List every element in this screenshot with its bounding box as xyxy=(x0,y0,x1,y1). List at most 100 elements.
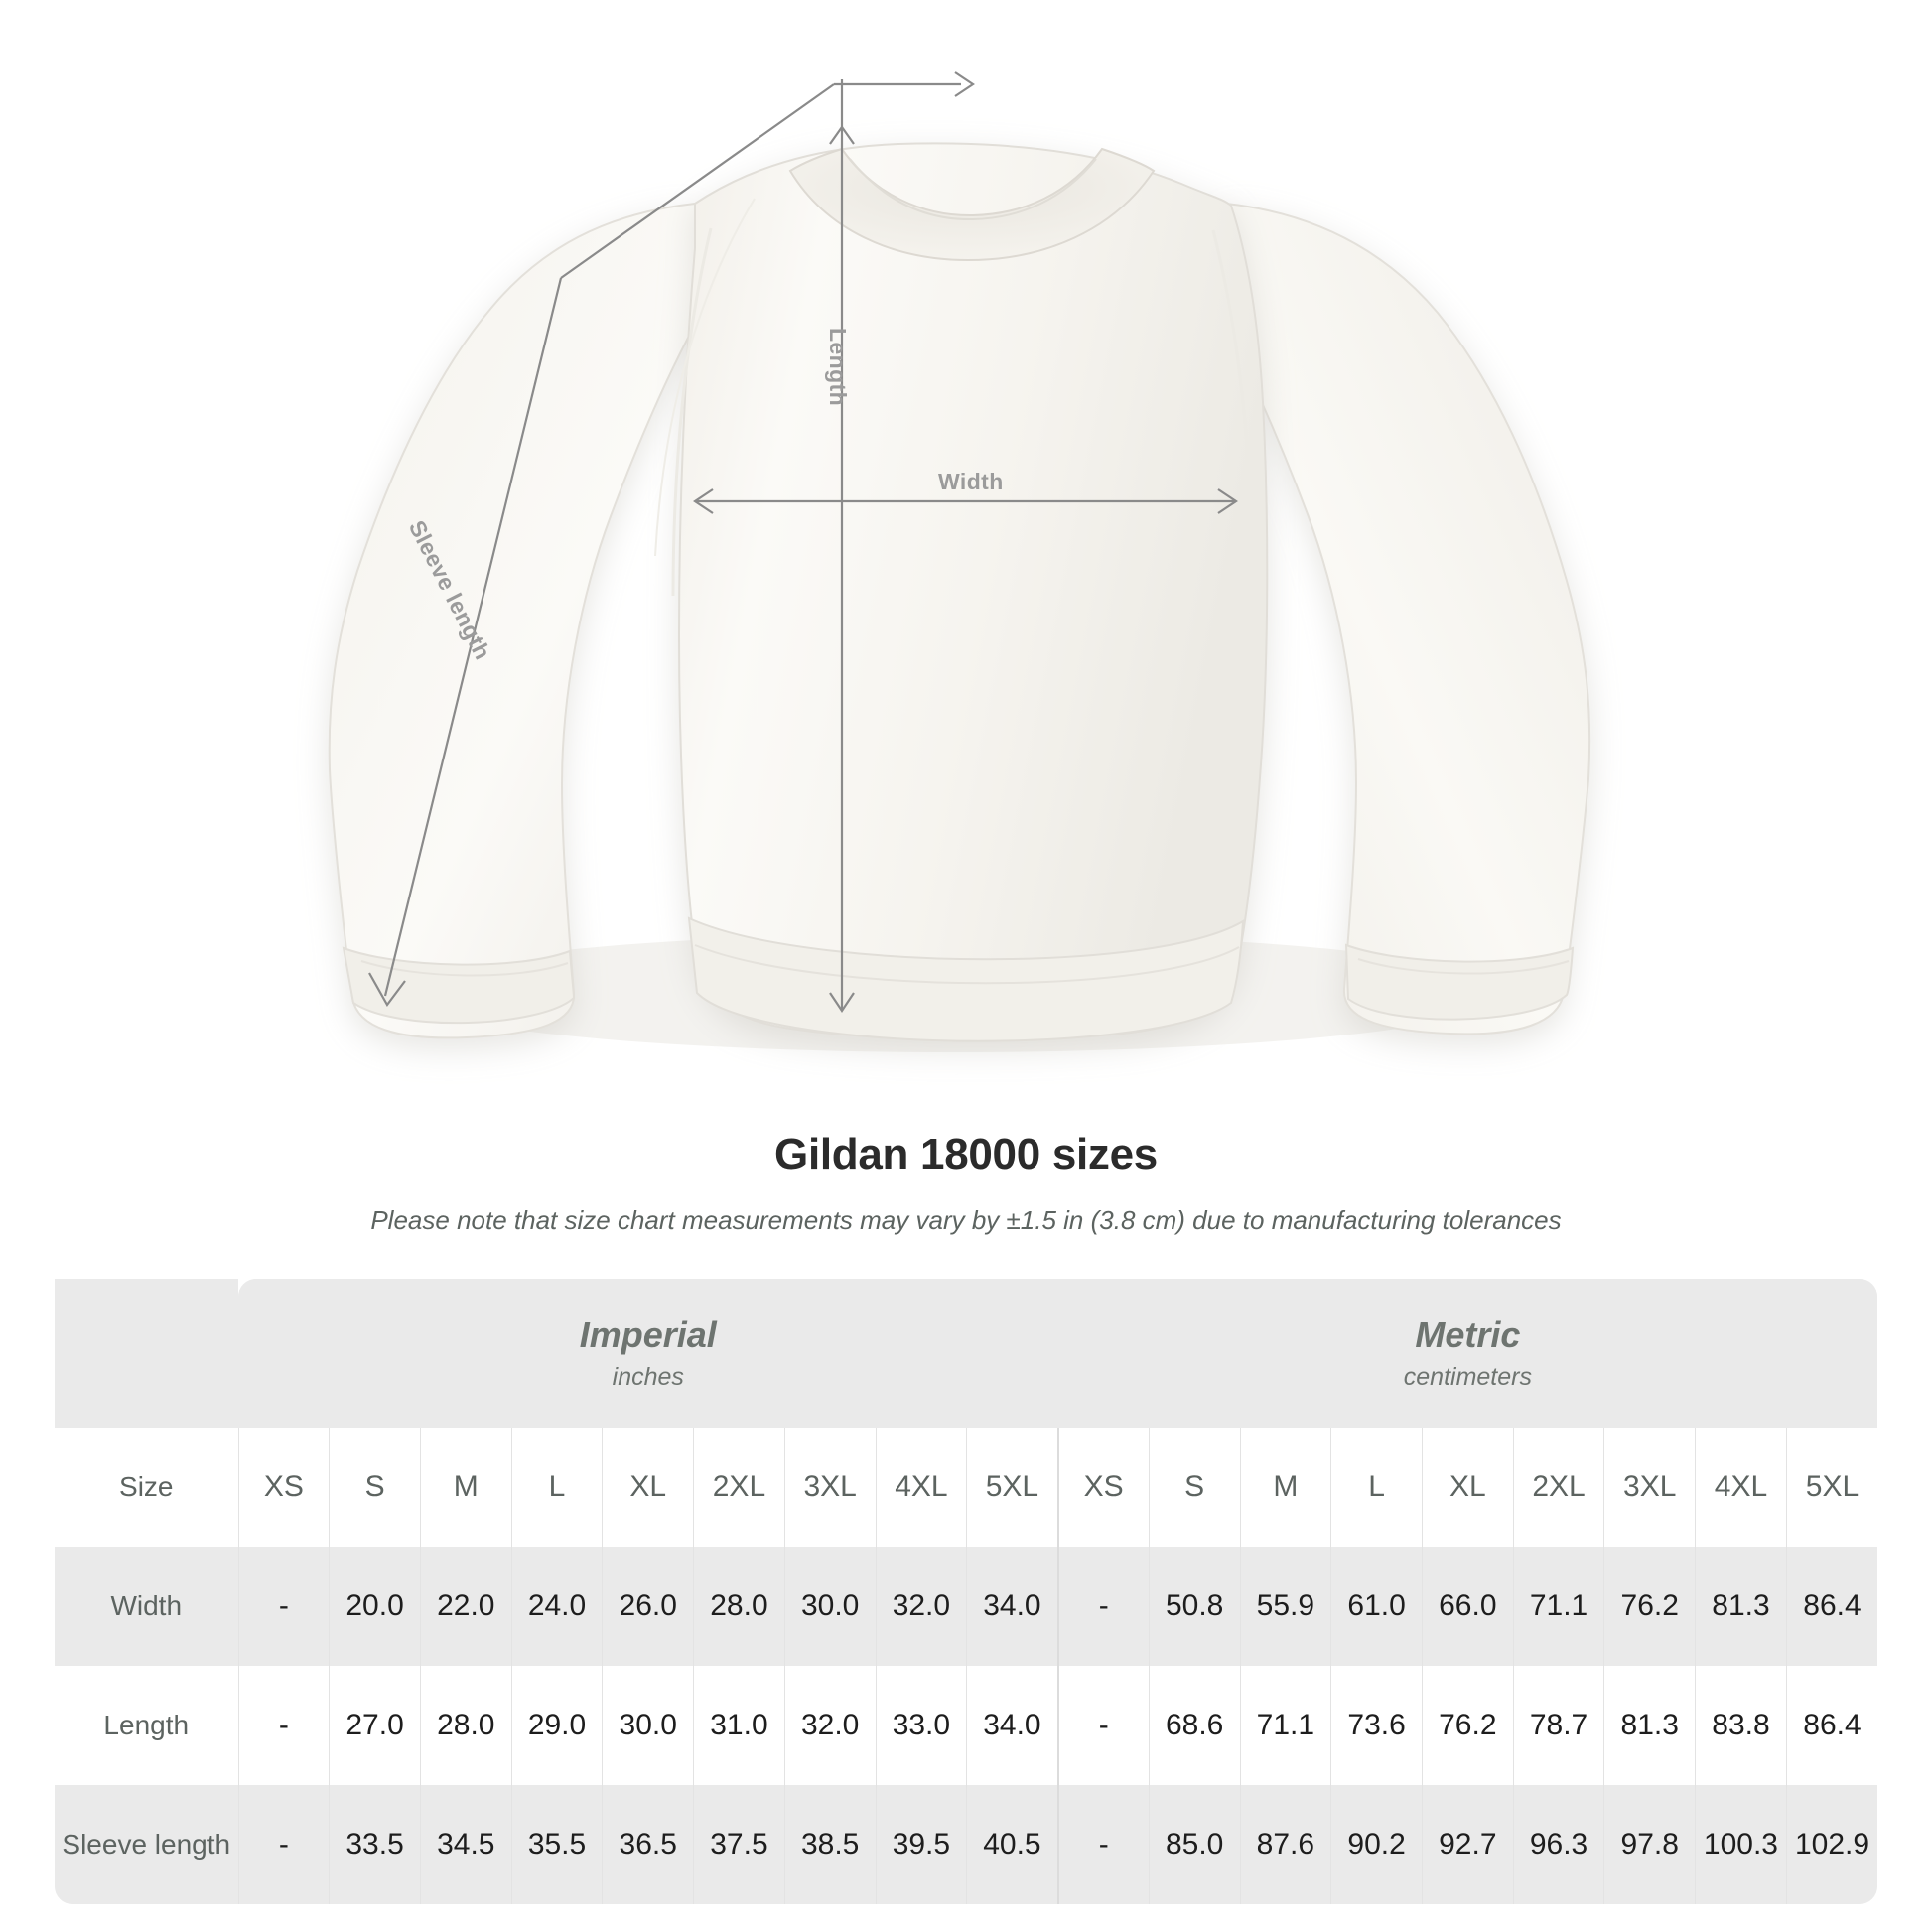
cell-width-metric-2xl: 71.1 xyxy=(1512,1547,1604,1666)
collar xyxy=(788,147,1156,262)
cell-length-metric-4xl: 83.8 xyxy=(1695,1666,1787,1785)
cell-sleeve-length-metric-l: 90.2 xyxy=(1330,1785,1423,1904)
left-cuff xyxy=(342,946,576,1025)
page-title: Gildan 18000 sizes xyxy=(774,1130,1158,1178)
column-header-imperial-2xl: 2XL xyxy=(693,1428,785,1547)
column-header-imperial-m: M xyxy=(419,1428,512,1547)
size-chart-table: Imperial inches Metric centimeters Size XS S M L… xyxy=(55,1279,1878,1904)
right-shoulder-seam xyxy=(1211,229,1255,599)
row-label-width: Width xyxy=(110,1590,183,1621)
column-header-metric-m: M xyxy=(1239,1428,1331,1547)
row-label-sleeve-length: Sleeve length xyxy=(62,1829,231,1860)
sleeve-guide-diagonal-lower xyxy=(383,277,563,997)
cell-width-metric-m: 55.9 xyxy=(1239,1547,1331,1666)
unit-group-subtitle: inches xyxy=(612,1363,684,1392)
column-header-imperial-xs: XS xyxy=(237,1428,330,1547)
unit-group-name: Imperial xyxy=(579,1313,717,1355)
cell-width-imperial-s: 20.0 xyxy=(329,1547,421,1666)
cell-sleeve-length-metric-s: 85.0 xyxy=(1148,1785,1241,1904)
cell-length-imperial-xs: - xyxy=(237,1666,330,1785)
cell-sleeve-length-imperial-3xl: 38.5 xyxy=(783,1785,877,1904)
cell-length-imperial-5xl: 34.0 xyxy=(966,1666,1058,1785)
bottom-hem xyxy=(687,916,1245,1042)
cell-sleeve-length-metric-4xl: 100.3 xyxy=(1695,1785,1787,1904)
sleeve-guide-diagonal-upper xyxy=(560,83,835,279)
cell-length-metric-2xl: 78.7 xyxy=(1512,1666,1604,1785)
column-header-metric-xl: XL xyxy=(1421,1428,1514,1547)
collar-inner-seam xyxy=(849,158,1097,221)
body xyxy=(677,142,1269,1040)
cell-width-imperial-2xl: 28.0 xyxy=(693,1547,785,1666)
cell-sleeve-length-metric-xl: 92.7 xyxy=(1421,1785,1514,1904)
row-label-length: Length xyxy=(103,1710,190,1740)
column-header-metric-xs: XS xyxy=(1056,1428,1150,1547)
cell-sleeve-length-imperial-4xl: 39.5 xyxy=(875,1785,967,1904)
unit-group-subtitle: centimeters xyxy=(1403,1363,1532,1392)
cell-width-metric-5xl: 86.4 xyxy=(1785,1547,1878,1666)
cell-length-imperial-xl: 30.0 xyxy=(602,1666,694,1785)
cell-width-metric-s: 50.8 xyxy=(1148,1547,1241,1666)
cell-length-imperial-4xl: 33.0 xyxy=(875,1666,967,1785)
length-arrow-top xyxy=(829,125,855,145)
column-header-imperial-s: S xyxy=(329,1428,421,1547)
cell-sleeve-length-metric-m: 87.6 xyxy=(1239,1785,1331,1904)
length-measurement-label: Length xyxy=(825,328,851,407)
column-header-imperial-5xl: 5XL xyxy=(966,1428,1058,1547)
left-shoulder-seam xyxy=(671,227,713,597)
cell-length-imperial-3xl: 32.0 xyxy=(783,1666,877,1785)
cell-sleeve-length-imperial-l: 35.5 xyxy=(510,1785,603,1904)
table-row: Width -20.0 22.0 24.0 26.0 28.0 30.0 32.0 34.0-5… xyxy=(55,1547,1878,1666)
right-cuff-ribbing xyxy=(1357,958,1570,975)
width-arrow-left xyxy=(693,488,714,514)
unit-row-spacer xyxy=(55,1279,238,1428)
tolerance-note: Please note that size chart measurements… xyxy=(370,1205,1562,1235)
cell-length-imperial-s: 27.0 xyxy=(329,1666,421,1785)
title-block: Gildan 18000 sizes Please note that size… xyxy=(0,1130,1932,1236)
width-arrow-right xyxy=(1217,488,1238,514)
cell-length-metric-xl: 76.2 xyxy=(1421,1666,1514,1785)
column-header-imperial-xl: XL xyxy=(602,1428,694,1547)
table-row: Sleeve length -33.5 34.5 35.5 36.5 37.5 38.5 39… xyxy=(55,1785,1878,1904)
column-header-metric-s: S xyxy=(1148,1428,1241,1547)
cell-width-metric-xl: 66.0 xyxy=(1421,1547,1514,1666)
column-header-metric-5xl: 5XL xyxy=(1785,1428,1878,1547)
size-header-row: Size XS S M L XL 2XL 3XL 4XL 5XL XS S M L XL 2XL 3XL 4XL 5… xyxy=(55,1428,1878,1547)
cell-width-metric-l: 61.0 xyxy=(1330,1547,1423,1666)
right-cuff xyxy=(1344,943,1575,1021)
fabric-fold-left xyxy=(654,198,756,557)
length-arrow-bottom xyxy=(829,992,855,1013)
size-header-label: Size xyxy=(119,1471,174,1502)
cell-sleeve-length-imperial-2xl: 37.5 xyxy=(693,1785,785,1904)
cell-width-imperial-5xl: 34.0 xyxy=(966,1547,1058,1666)
cell-width-metric-xs: - xyxy=(1056,1547,1150,1666)
unit-group-name: Metric xyxy=(1415,1313,1521,1355)
cell-width-metric-3xl: 76.2 xyxy=(1603,1547,1696,1666)
garment-illustration: Length Width Sleeve length xyxy=(328,71,1591,1052)
sweatshirt-diagram xyxy=(328,71,1591,1052)
cell-length-imperial-m: 28.0 xyxy=(419,1666,512,1785)
column-header-metric-4xl: 4XL xyxy=(1695,1428,1787,1547)
hem-ribbing xyxy=(694,944,1240,985)
cell-width-imperial-3xl: 30.0 xyxy=(783,1547,877,1666)
cell-length-metric-m: 71.1 xyxy=(1239,1666,1331,1785)
column-header-imperial-4xl: 4XL xyxy=(875,1428,967,1547)
left-cuff-ribbing xyxy=(360,960,569,977)
table-row: Length -27.0 28.0 29.0 30.0 31.0 32.0 33.0 34.0-… xyxy=(55,1666,1878,1785)
left-sleeve xyxy=(328,202,712,1039)
cell-sleeve-length-imperial-5xl: 40.5 xyxy=(966,1785,1058,1904)
size-chart-table-wrapper: Imperial inches Metric centimeters Size XS S M L… xyxy=(55,1279,1878,1904)
cell-length-imperial-l: 29.0 xyxy=(510,1666,603,1785)
cell-length-metric-s: 68.6 xyxy=(1148,1666,1241,1785)
cell-length-imperial-2xl: 31.0 xyxy=(693,1666,785,1785)
cell-length-metric-l: 73.6 xyxy=(1330,1666,1423,1785)
cell-sleeve-length-imperial-xs: - xyxy=(237,1785,330,1904)
cell-width-imperial-xl: 26.0 xyxy=(602,1547,694,1666)
cell-width-imperial-m: 22.0 xyxy=(419,1547,512,1666)
width-measurement-label: Width xyxy=(938,469,1004,494)
cell-width-imperial-xs: - xyxy=(237,1547,330,1666)
cell-sleeve-length-imperial-s: 33.5 xyxy=(329,1785,421,1904)
column-header-metric-2xl: 2XL xyxy=(1512,1428,1604,1547)
cell-sleeve-length-metric-5xl: 102.9 xyxy=(1785,1785,1878,1904)
cell-width-imperial-l: 24.0 xyxy=(510,1547,603,1666)
